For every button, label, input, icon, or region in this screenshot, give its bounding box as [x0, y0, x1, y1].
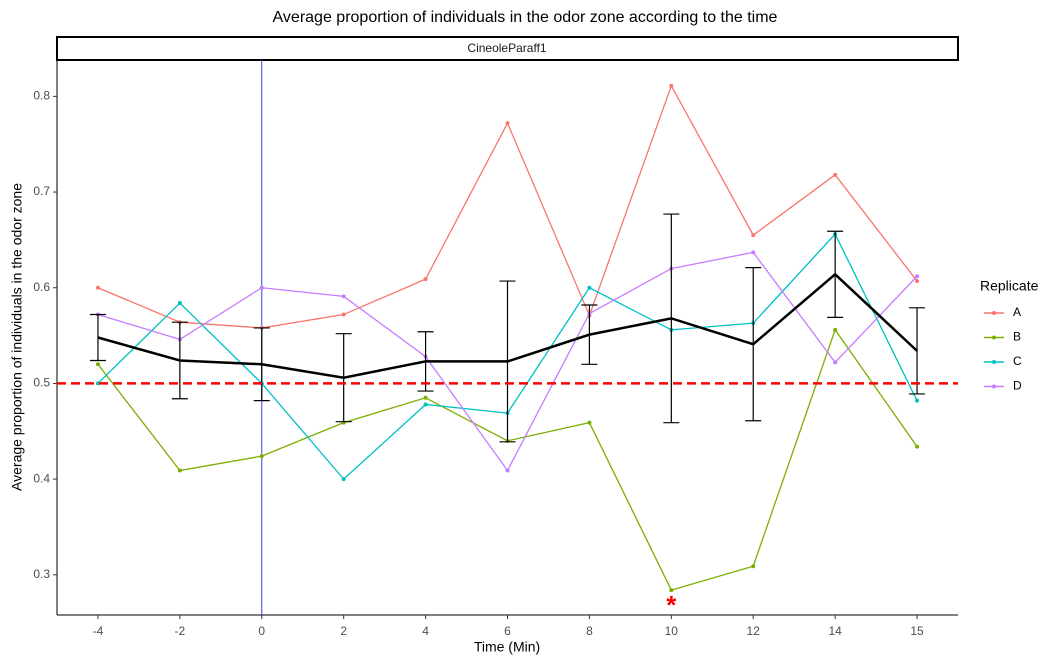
point: [833, 327, 838, 332]
point: [177, 301, 182, 306]
point: [751, 233, 756, 238]
point: [95, 362, 100, 367]
legend-label: C: [1013, 354, 1022, 368]
x-tick-label: 8: [586, 624, 593, 638]
y-tick-label: 0.3: [33, 567, 50, 581]
x-tick-label: 10: [665, 624, 679, 638]
point: [915, 444, 920, 449]
error-bar: [745, 267, 762, 422]
y-tick-label: 0.4: [33, 471, 50, 485]
x-tick-label: 2: [340, 624, 347, 638]
point: [669, 588, 674, 593]
point: [177, 468, 182, 473]
x-tick-label: -4: [93, 624, 104, 638]
y-tick-label: 0.7: [33, 184, 50, 198]
x-tick-label: 0: [258, 624, 265, 638]
legend-point: [992, 384, 996, 389]
legend-title: Replicate: [980, 278, 1039, 294]
point: [587, 285, 592, 290]
point: [833, 360, 838, 365]
facet-strip: [56, 36, 959, 61]
legend-label: A: [1013, 305, 1021, 319]
error-bar: [89, 313, 106, 362]
x-tick-label: -2: [175, 624, 186, 638]
point: [341, 477, 346, 482]
x-axis-title: Time (Min): [474, 639, 540, 655]
error-bar: [253, 327, 270, 402]
point: [95, 285, 100, 290]
point: [341, 294, 346, 299]
point: [423, 402, 428, 407]
error-bar: [499, 280, 516, 443]
point: [259, 285, 264, 290]
point: [95, 381, 100, 386]
annotation: *: [666, 590, 677, 620]
y-tick-label: 0.6: [33, 280, 50, 294]
error-bar: [663, 213, 680, 424]
y-axis-title: Average proportion of individuals in the…: [9, 183, 25, 491]
x-tick-label: 15: [910, 624, 924, 638]
point: [833, 172, 838, 177]
point: [505, 468, 510, 473]
point: [915, 398, 920, 403]
error-bar: [581, 304, 598, 365]
point: [915, 274, 920, 279]
x-tick-label: 12: [747, 624, 761, 638]
legend-point: [992, 311, 996, 315]
point: [669, 83, 674, 88]
point: [587, 420, 592, 425]
point: [751, 250, 756, 255]
y-tick-label: 0.5: [33, 376, 50, 390]
point: [341, 312, 346, 317]
legend-label: B: [1013, 330, 1021, 344]
error-bar: [417, 331, 434, 392]
error-bar: [909, 307, 926, 395]
point: [915, 279, 920, 284]
error-bar: [335, 333, 352, 423]
legend-label: D: [1013, 379, 1022, 393]
error-bar: [827, 230, 844, 319]
point: [423, 277, 428, 282]
point: [505, 121, 510, 126]
point: [423, 395, 428, 400]
chart-title: Average proportion of individuals in the…: [273, 9, 778, 26]
y-tick-label: 0.8: [33, 89, 50, 103]
facet-label: CineoleParaff1: [467, 41, 546, 55]
point: [259, 454, 264, 459]
point: [751, 564, 756, 569]
x-tick-label: 4: [422, 624, 429, 638]
x-tick-label: 6: [504, 624, 511, 638]
error-bar: [171, 321, 188, 400]
legend-point: [992, 335, 996, 340]
x-tick-label: 14: [828, 624, 842, 638]
legend-point: [992, 360, 996, 364]
